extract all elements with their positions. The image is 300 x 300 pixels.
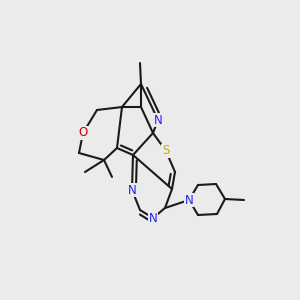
Text: N: N <box>154 113 162 127</box>
Text: N: N <box>148 212 158 224</box>
Text: S: S <box>162 145 170 158</box>
Text: N: N <box>128 184 136 196</box>
Text: N: N <box>184 194 194 206</box>
Text: O: O <box>78 127 88 140</box>
